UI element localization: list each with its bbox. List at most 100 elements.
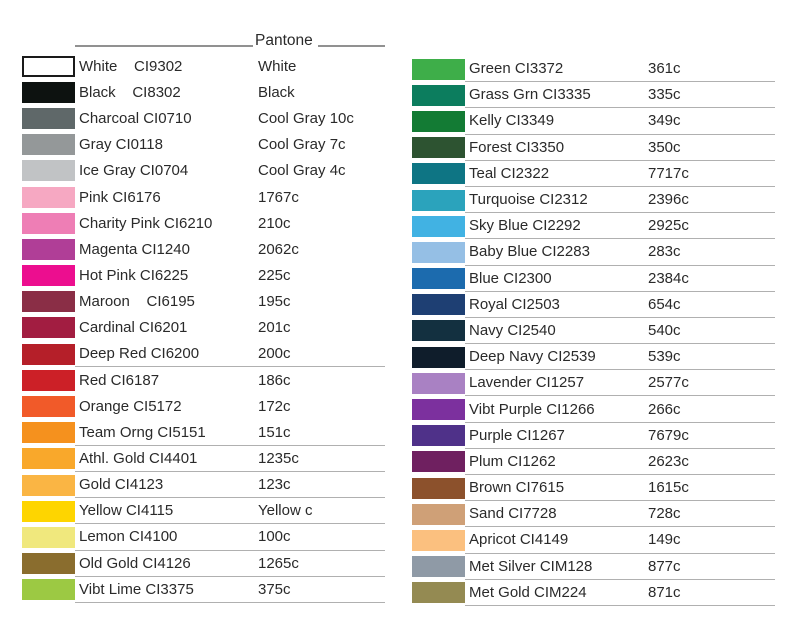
color-name-code: Sand CI7728 (469, 505, 557, 523)
color-name-code: Lemon CI4100 (79, 528, 178, 546)
color-row-content: Hot Pink CI6225 225c (75, 263, 385, 289)
pantone-value: 1265c (258, 554, 299, 572)
color-swatch-black (22, 81, 75, 103)
color-swatch-kelly (412, 110, 465, 132)
color-swatch-green (412, 58, 465, 80)
color-row-navy: Navy CI2540 540c (412, 318, 775, 345)
color-swatch-vibt-lime (22, 579, 75, 601)
pantone-value: 100c (258, 528, 291, 546)
color-row-content: Gray CI0118 Cool Gray 7c (75, 132, 385, 158)
color-swatch-white (22, 55, 75, 77)
color-row-hot-pink: Hot Pink CI6225 225c (22, 263, 385, 289)
color-swatch-teal (412, 163, 465, 185)
pantone-value: Cool Gray 7c (258, 136, 346, 154)
pantone-value: Cool Gray 10c (258, 109, 354, 127)
color-row-deep-red: Deep Red CI6200 200c (22, 341, 385, 368)
color-name-code: Yellow CI4115 (79, 502, 174, 520)
color-swatch-charcoal (22, 107, 75, 129)
color-swatch-charity-pink (22, 212, 75, 234)
color-swatch-apricot (412, 529, 465, 551)
color-row-content: Charcoal CI0710 Cool Gray 10c (75, 105, 385, 131)
pantone-value: 871c (648, 583, 681, 601)
color-row-content: Cardinal CI6201 201c (75, 315, 385, 341)
color-row-maroon: Maroon CI6195 195c (22, 289, 385, 315)
color-row-grass-grn: Grass Grn CI3335 335c (412, 82, 775, 109)
color-name-code: Blue CI2300 (469, 269, 552, 287)
color-row-ice-gray: Ice Gray CI0704 Cool Gray 4c (22, 158, 385, 184)
color-row-content: Team Orng CI5151 151c (75, 420, 385, 446)
pantone-value: 361c (648, 60, 681, 78)
color-swatch-blue (412, 268, 465, 290)
pantone-value: 2925c (648, 217, 689, 235)
color-swatch-plum (412, 451, 465, 473)
pantone-value: 1767c (258, 188, 299, 206)
color-swatch-lemon (22, 526, 75, 548)
color-row-content: Lemon CI4100 100c (75, 524, 385, 551)
color-row-content: White CI9302 White (75, 53, 385, 79)
color-row-lemon: Lemon CI4100 100c (22, 524, 385, 551)
color-name-code: Apricot CI4149 (469, 531, 569, 549)
color-row-content: Vibt Lime CI3375 375c (75, 577, 385, 603)
color-row-content: Black CI8302 Black (75, 79, 385, 105)
color-row-content: Baby Blue CI2283 283c (465, 239, 775, 266)
color-name-code: Athl. Gold CI4401 (79, 449, 198, 467)
color-swatch-athl-gold (22, 448, 75, 470)
color-swatch-grass-grn (412, 84, 465, 106)
color-row-kelly: Kelly CI3349 349c (412, 108, 775, 135)
color-row-sky-blue: Sky Blue CI2292 2925c (412, 213, 775, 240)
color-name-code: Charity Pink CI6210 (79, 214, 213, 232)
color-row-content: Green CI3372 361c (465, 56, 775, 83)
color-swatch-deep-navy (412, 346, 465, 368)
color-row-sand: Sand CI7728 728c (412, 501, 775, 528)
pantone-value: 151c (258, 423, 291, 441)
color-name-code: Met Gold CIM224 (469, 583, 587, 601)
color-swatch-team-orng (22, 422, 75, 444)
color-row-content: Ice Gray CI0704 Cool Gray 4c (75, 158, 385, 184)
pantone-value: 349c (648, 112, 681, 130)
pantone-value: 728c (648, 505, 681, 523)
pantone-value: 186c (258, 371, 291, 389)
color-swatch-gold (22, 474, 75, 496)
color-row-content: Turquoise CI2312 2396c (465, 187, 775, 214)
color-name-code: Maroon CI6195 (79, 293, 195, 311)
pantone-value: 335c (648, 86, 681, 104)
pantone-value: 266c (648, 400, 681, 418)
color-row-charity-pink: Charity Pink CI6210 210c (22, 210, 385, 236)
color-row-content: Kelly CI3349 349c (465, 108, 775, 135)
color-swatch-royal (412, 294, 465, 316)
color-row-content: Old Gold CI4126 1265c (75, 551, 385, 577)
color-name-code: Lavender CI1257 (469, 374, 585, 392)
pantone-value: 2062c (258, 240, 299, 258)
color-name-code: Deep Navy CI2539 (469, 348, 596, 366)
color-row-content: Royal CI2503 654c (465, 292, 775, 318)
color-row-met-gold: Met Gold CIM224 871c (412, 580, 775, 606)
color-name-code: Teal CI2322 (469, 164, 550, 182)
color-swatch-forest (412, 137, 465, 159)
color-row-blue: Blue CI2300 2384c (412, 266, 775, 292)
color-name-code: Old Gold CI4126 (79, 554, 191, 572)
color-row-met-silver: Met Silver CIM128 877c (412, 554, 775, 580)
color-row-content: Apricot CI4149 149c (465, 527, 775, 554)
color-name-code: Orange CI5172 (79, 398, 182, 416)
color-swatch-purple (412, 425, 465, 447)
pantone-value: 195c (258, 293, 291, 311)
color-row-forest: Forest CI3350 350c (412, 135, 775, 161)
pantone-value: 7679c (648, 426, 689, 444)
color-row-content: Grass Grn CI3335 335c (465, 82, 775, 109)
pantone-value: 149c (648, 531, 681, 549)
color-row-content: Athl. Gold CI4401 1235c (75, 446, 385, 472)
color-swatch-deep-red (22, 343, 75, 365)
color-name-code: Plum CI1262 (469, 452, 556, 470)
color-row-gray: Gray CI0118 Cool Gray 7c (22, 132, 385, 158)
color-swatch-sand (412, 503, 465, 525)
color-swatch-sky-blue (412, 215, 465, 237)
color-name-code: Ice Gray CI0704 (79, 162, 189, 180)
color-row-white: White CI9302 White (22, 53, 385, 79)
color-row-content: Red CI6187 186c (75, 367, 385, 393)
color-row-charcoal: Charcoal CI0710 Cool Gray 10c (22, 105, 385, 131)
color-name-code: Cardinal CI6201 (79, 319, 188, 337)
color-name-code: Royal CI2503 (469, 295, 560, 313)
color-name-code: Hot Pink CI6225 (79, 267, 189, 285)
color-name-code: Team Orng CI5151 (79, 423, 206, 441)
color-row-content: Vibt Purple CI1266 266c (465, 396, 775, 423)
